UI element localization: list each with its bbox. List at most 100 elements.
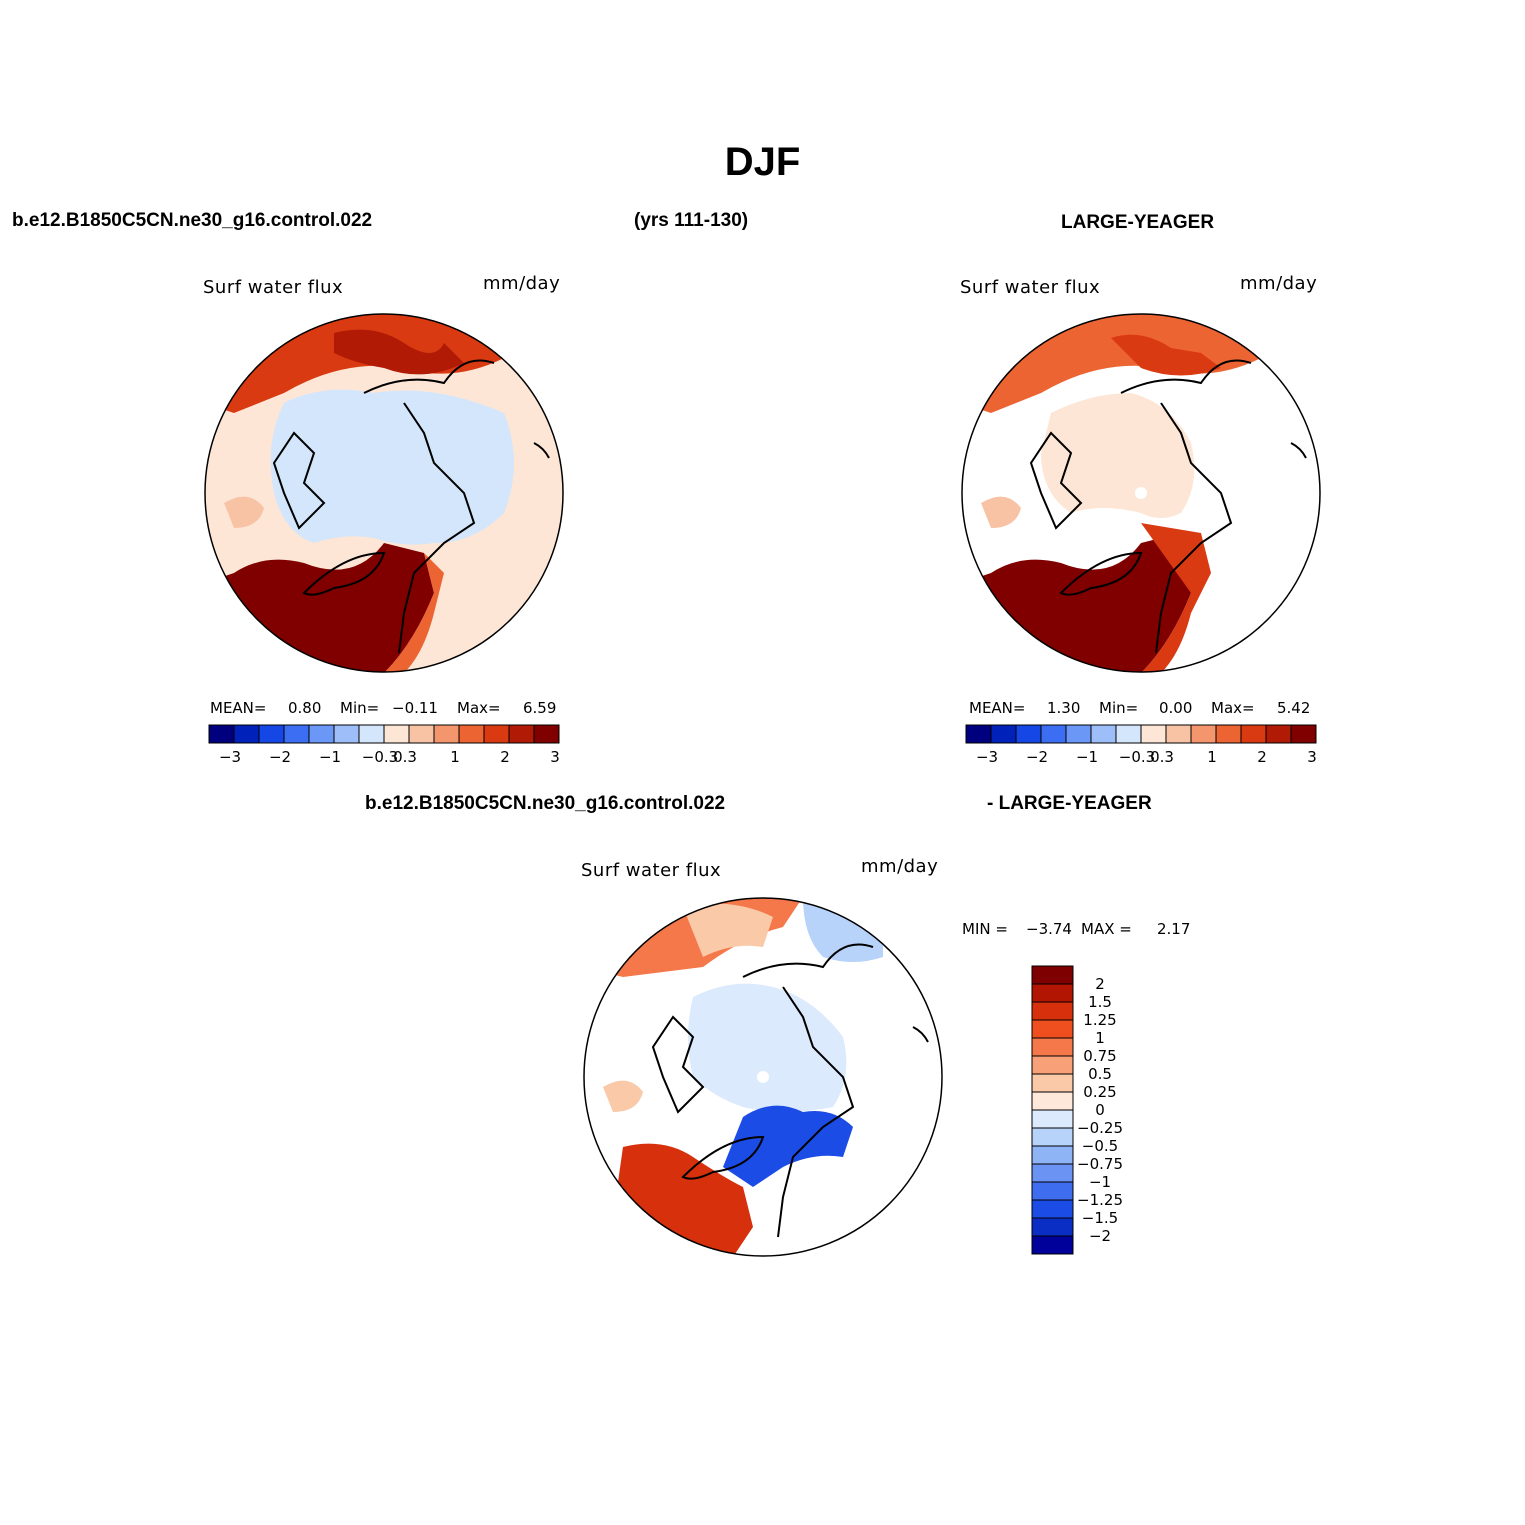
colorbar-swatch bbox=[1031, 1073, 1074, 1093]
obs-min-value: 0.00 bbox=[1159, 699, 1193, 717]
colorbar-level-label: −1.5 bbox=[1082, 1209, 1118, 1227]
colorbar-tick-label: −1 bbox=[319, 748, 341, 766]
model-mean-label: MEAN= bbox=[210, 699, 267, 717]
diff-case-name: b.e12.B1850C5CN.ne30_g16.control.022 bbox=[365, 793, 726, 814]
colorbar-swatch bbox=[1065, 724, 1092, 744]
colorbar-swatch bbox=[1215, 724, 1242, 744]
colorbar-swatch bbox=[208, 724, 235, 744]
colorbar-swatch bbox=[408, 724, 435, 744]
obs-max-value: 5.42 bbox=[1277, 699, 1311, 717]
colorbar-level-label: 0.5 bbox=[1088, 1065, 1112, 1083]
colorbar-swatch bbox=[1015, 724, 1042, 744]
colorbar-swatch bbox=[1031, 1163, 1074, 1183]
colorbar-tick-label: 2 bbox=[500, 748, 510, 766]
colorbar-swatch bbox=[333, 724, 360, 744]
diff-polar-map bbox=[583, 897, 943, 1257]
colorbar-swatch bbox=[1031, 1055, 1074, 1075]
obs-mean-value: 1.30 bbox=[1047, 699, 1081, 717]
colorbar-level-label: 0.75 bbox=[1083, 1047, 1116, 1065]
colorbar-swatch bbox=[1031, 1235, 1074, 1255]
colorbar-swatch bbox=[1031, 1091, 1074, 1111]
obs-name: LARGE-YEAGER bbox=[1061, 212, 1215, 233]
colorbar-level-label: 1.25 bbox=[1083, 1011, 1116, 1029]
colorbar-tick-label: −3 bbox=[219, 748, 241, 766]
model-max-label: Max= bbox=[457, 699, 501, 717]
colorbar-level-label: −1.25 bbox=[1077, 1191, 1123, 1209]
colorbar-swatch bbox=[483, 724, 510, 744]
colorbar-level-label: −0.25 bbox=[1077, 1119, 1123, 1137]
colorbar-level-label: 0 bbox=[1095, 1101, 1105, 1119]
diff-obs-name: - LARGE-YEAGER bbox=[987, 793, 1152, 814]
diff-field-label: Surf water flux bbox=[581, 860, 722, 881]
region-hudson bbox=[603, 1080, 643, 1112]
colorbar-level-label: −0.5 bbox=[1082, 1137, 1118, 1155]
diff-min-label: MIN = bbox=[962, 920, 1008, 938]
colorbar-swatch bbox=[1031, 1037, 1074, 1057]
case-name: b.e12.B1850C5CN.ne30_g16.control.022 bbox=[12, 210, 373, 231]
colorbar-tick-label: −3 bbox=[976, 748, 998, 766]
colorbar-level-label: 1.5 bbox=[1088, 993, 1112, 1011]
colorbar-swatch bbox=[1031, 965, 1074, 985]
colorbar-tick-label: 1 bbox=[1207, 748, 1217, 766]
colorbar-swatch bbox=[1040, 724, 1067, 744]
page-title: DJF bbox=[724, 140, 801, 184]
coastlines bbox=[272, 359, 550, 654]
colorbar-swatch bbox=[1090, 724, 1117, 744]
colorbar-swatch bbox=[258, 724, 285, 744]
region-arctic-low bbox=[1041, 393, 1195, 518]
colorbar-swatch bbox=[1031, 1145, 1074, 1165]
model-units-label: mm/day bbox=[483, 273, 561, 294]
colorbar-level-label: −1 bbox=[1089, 1173, 1111, 1191]
colorbar-swatch bbox=[1190, 724, 1217, 744]
colorbar-swatch bbox=[990, 724, 1017, 744]
region-negative-arctic bbox=[270, 389, 514, 545]
obs-units-label: mm/day bbox=[1240, 273, 1318, 294]
region-positive-peak bbox=[334, 329, 464, 375]
diff-colorbar: 21.51.2510.750.50.250−0.25−0.5−0.75−1−1.… bbox=[1031, 965, 1123, 1255]
model-mean-value: 0.80 bbox=[288, 699, 322, 717]
colorbar-swatch bbox=[1031, 983, 1074, 1003]
colorbar-tick-label: 3 bbox=[550, 748, 560, 766]
colorbar-swatch bbox=[1031, 1001, 1074, 1021]
colorbar-swatch bbox=[533, 724, 560, 744]
model-min-label: Min= bbox=[340, 699, 380, 717]
colorbar-tick-label: 0.3 bbox=[393, 748, 417, 766]
region-hudson bbox=[981, 496, 1021, 528]
colorbar-swatch bbox=[1165, 724, 1192, 744]
model-polar-map bbox=[204, 313, 564, 673]
colorbar-swatch bbox=[358, 724, 385, 744]
years-label: (yrs 111-130) bbox=[634, 210, 749, 231]
diff-units-label: mm/day bbox=[861, 856, 939, 877]
colorbar-level-label: 1 bbox=[1095, 1029, 1105, 1047]
colorbar-swatch bbox=[1031, 1181, 1074, 1201]
model-colorbar: −3 −2 −1 −0.30.3 1 2 3 bbox=[208, 724, 560, 766]
model-field-label: Surf water flux bbox=[203, 277, 344, 298]
coastlines bbox=[1029, 359, 1307, 654]
coastlines bbox=[651, 943, 929, 1238]
colorbar-swatch bbox=[1031, 1019, 1074, 1039]
colorbar-swatch bbox=[433, 724, 460, 744]
colorbar-tick-label: 0.3 bbox=[1150, 748, 1174, 766]
obs-mean-label: MEAN= bbox=[969, 699, 1026, 717]
colorbar-level-label: −0.75 bbox=[1077, 1155, 1123, 1173]
colorbar-level-label: −2 bbox=[1089, 1227, 1111, 1245]
pole-hole bbox=[757, 1071, 769, 1083]
model-min-value: −0.11 bbox=[392, 699, 438, 717]
region-positive-peak bbox=[1111, 334, 1221, 376]
colorbar-level-label: 0.25 bbox=[1083, 1083, 1116, 1101]
colorbar-swatch bbox=[1290, 724, 1317, 744]
colorbar-swatch bbox=[965, 724, 992, 744]
colorbar-tick-label: −2 bbox=[269, 748, 291, 766]
diff-max-value: 2.17 bbox=[1157, 920, 1191, 938]
colorbar-swatch bbox=[1265, 724, 1292, 744]
colorbar-swatch bbox=[508, 724, 535, 744]
colorbar-swatch bbox=[1140, 724, 1167, 744]
colorbar-tick-label: 1 bbox=[450, 748, 460, 766]
obs-polar-map bbox=[961, 313, 1321, 673]
colorbar-swatch bbox=[1031, 1109, 1074, 1129]
region-atlantic-edge bbox=[1141, 523, 1211, 672]
colorbar-tick-label: −0.3 bbox=[362, 748, 398, 766]
diff-min-value: −3.74 bbox=[1026, 920, 1072, 938]
colorbar-tick-label: 2 bbox=[1257, 748, 1267, 766]
colorbar-swatch bbox=[308, 724, 335, 744]
